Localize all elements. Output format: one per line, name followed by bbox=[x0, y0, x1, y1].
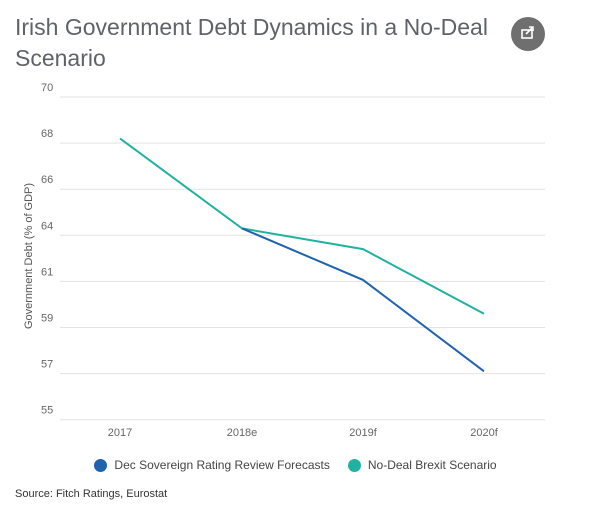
y-tick-label: 68 bbox=[41, 128, 53, 140]
source-note: Source: Fitch Ratings, Eurostat bbox=[15, 488, 168, 500]
legend-item-dec-forecasts[interactable]: Dec Sovereign Rating Review Forecasts bbox=[94, 458, 330, 472]
y-tick-label: 59 bbox=[41, 313, 53, 325]
legend-dot-no-deal bbox=[347, 458, 361, 472]
y-tick-label: 55 bbox=[41, 405, 53, 417]
legend-item-no-deal[interactable]: No-Deal Brexit Scenario bbox=[347, 458, 497, 472]
y-tick-label: 66 bbox=[41, 174, 53, 186]
chart-title: Irish Government Debt Dynamics in a No-D… bbox=[15, 14, 488, 71]
y-tick-labels: 70 68 66 64 61 59 57 55 bbox=[41, 82, 53, 417]
y-tick-label: 57 bbox=[41, 359, 53, 371]
line-chart: Government Debt (% of GDP) 70 68 66 64 61 59 5… bbox=[23, 82, 545, 439]
x-tick-label: 2020f bbox=[470, 427, 498, 439]
y-tick-label: 64 bbox=[41, 220, 53, 232]
share-icon bbox=[520, 24, 536, 45]
x-tick-labels: 2017 2018e 2019f 2020f bbox=[108, 427, 499, 439]
share-button[interactable] bbox=[511, 17, 545, 51]
series-lines bbox=[119, 137, 485, 373]
legend: Dec Sovereign Rating Review Forecasts No… bbox=[0, 458, 591, 472]
series-line-dec-forecasts bbox=[241, 227, 485, 373]
series-line-no-deal bbox=[119, 137, 485, 315]
y-axis-label: Government Debt (% of GDP) bbox=[23, 183, 35, 329]
x-tick-label: 2019f bbox=[349, 427, 377, 439]
x-tick-label: 2017 bbox=[108, 427, 132, 439]
y-tick-label: 70 bbox=[41, 82, 53, 94]
legend-dot-dec-forecasts bbox=[94, 458, 108, 472]
x-tick-label: 2018e bbox=[227, 427, 258, 439]
y-tick-label: 61 bbox=[41, 266, 53, 278]
legend-label-dec-forecasts: Dec Sovereign Rating Review Forecasts bbox=[114, 458, 330, 472]
legend-label-no-deal: No-Deal Brexit Scenario bbox=[367, 458, 497, 472]
grid-lines bbox=[60, 96, 545, 421]
